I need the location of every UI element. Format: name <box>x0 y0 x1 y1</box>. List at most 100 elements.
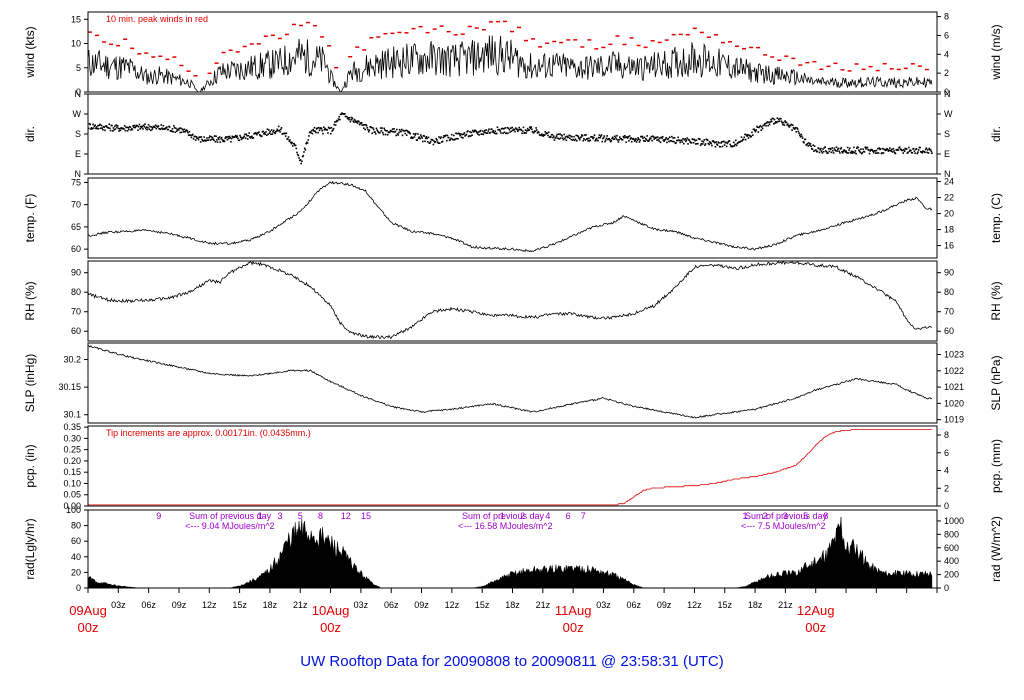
dir-point <box>483 129 486 132</box>
dir-point <box>508 128 511 131</box>
peak-mark <box>404 32 409 34</box>
dir-point <box>756 126 759 129</box>
dir-point <box>800 133 803 136</box>
dir-point <box>351 117 354 120</box>
dir-point <box>662 139 665 141</box>
dir-point <box>720 142 722 144</box>
dir-point <box>231 135 234 138</box>
rad-series <box>88 516 933 588</box>
dir-point <box>758 126 760 129</box>
dir-point <box>278 129 281 132</box>
y-tick-label: 60 <box>71 536 81 546</box>
dir-point <box>252 136 255 139</box>
dir-point <box>931 152 933 155</box>
dir-point <box>111 124 113 127</box>
dir-point <box>481 130 484 132</box>
dir-point <box>173 126 176 129</box>
dir-point <box>270 129 273 131</box>
dir-point <box>699 144 702 147</box>
dir-point <box>775 121 778 124</box>
dir-point <box>651 139 653 142</box>
dir-point <box>229 136 231 139</box>
peak-mark <box>327 45 332 47</box>
peak-mark <box>685 33 690 36</box>
dir-point <box>852 151 855 153</box>
peak-mark <box>615 35 620 37</box>
dir-point <box>685 140 687 143</box>
dir-point <box>626 136 628 138</box>
dir-point <box>659 141 662 144</box>
dir-point <box>178 129 180 131</box>
dir-point <box>871 149 874 151</box>
dir-point <box>244 137 247 140</box>
dir-point <box>507 132 509 135</box>
dir-point <box>828 150 831 153</box>
dir-point <box>237 137 239 140</box>
dir-point <box>166 126 168 128</box>
y-tick-label: N <box>75 89 82 99</box>
dir-point <box>744 138 747 141</box>
peak-mark <box>735 45 740 48</box>
dir-point <box>313 130 315 132</box>
dir-point <box>143 125 146 128</box>
dir-point <box>910 149 912 152</box>
dir-point <box>699 138 701 141</box>
dir-point <box>315 131 317 134</box>
dir-point <box>720 141 723 143</box>
dir-point <box>224 137 227 140</box>
y-tick-label-right: 0 <box>944 87 949 97</box>
peak-mark <box>601 46 606 49</box>
peak-mark <box>692 27 697 30</box>
y-tick-label: N <box>75 169 82 179</box>
dir-point <box>477 131 480 133</box>
dir-point <box>284 135 287 137</box>
dir-point <box>545 133 547 135</box>
peak-mark <box>798 64 803 66</box>
y-tick-label: S <box>75 129 81 139</box>
dir-point <box>744 133 746 136</box>
dir-point <box>602 137 604 140</box>
dir-point <box>648 138 651 141</box>
dir-point <box>791 124 794 126</box>
dir-point <box>484 131 487 134</box>
dir-point <box>667 137 670 140</box>
y-tick-label-right: 400 <box>944 556 959 566</box>
dir-point <box>609 139 611 141</box>
y-tick-label: 0 <box>76 87 81 97</box>
dir-point <box>568 134 570 137</box>
dir-point <box>370 126 373 129</box>
dir-point <box>613 138 615 140</box>
dir-point <box>268 129 270 131</box>
dir-point <box>854 150 857 152</box>
peak-mark <box>320 36 325 38</box>
dir-point <box>315 128 318 130</box>
rad-area <box>88 516 933 588</box>
dir-point <box>97 125 99 127</box>
dir-point <box>572 138 575 141</box>
y-tick-label-right: 1021 <box>944 382 964 392</box>
dir-point <box>303 147 306 150</box>
dir-point <box>475 130 478 133</box>
dir-point <box>598 134 601 136</box>
dir-point <box>414 134 416 136</box>
dir-point <box>265 131 267 133</box>
peak-mark <box>868 65 873 68</box>
dir-point <box>725 141 727 144</box>
dir-point <box>535 127 537 129</box>
dir-point <box>187 134 190 137</box>
dir-point <box>704 143 707 145</box>
dir-point <box>375 127 378 130</box>
rad-panel: 02040608010002004006008001000rad(Lgly/hr… <box>23 505 1003 593</box>
dir-point <box>208 135 211 137</box>
y-tick-label-right: 0 <box>944 501 949 511</box>
dir-point <box>591 136 594 138</box>
x-hour-label: 03z <box>596 600 611 610</box>
dir-point <box>811 148 814 151</box>
dir-point <box>144 123 146 125</box>
dir-point <box>424 137 427 140</box>
dir-point <box>769 121 772 123</box>
dir-point <box>592 137 594 140</box>
dir-point <box>348 116 351 119</box>
dir-point <box>554 137 557 139</box>
dir-point <box>386 129 388 132</box>
